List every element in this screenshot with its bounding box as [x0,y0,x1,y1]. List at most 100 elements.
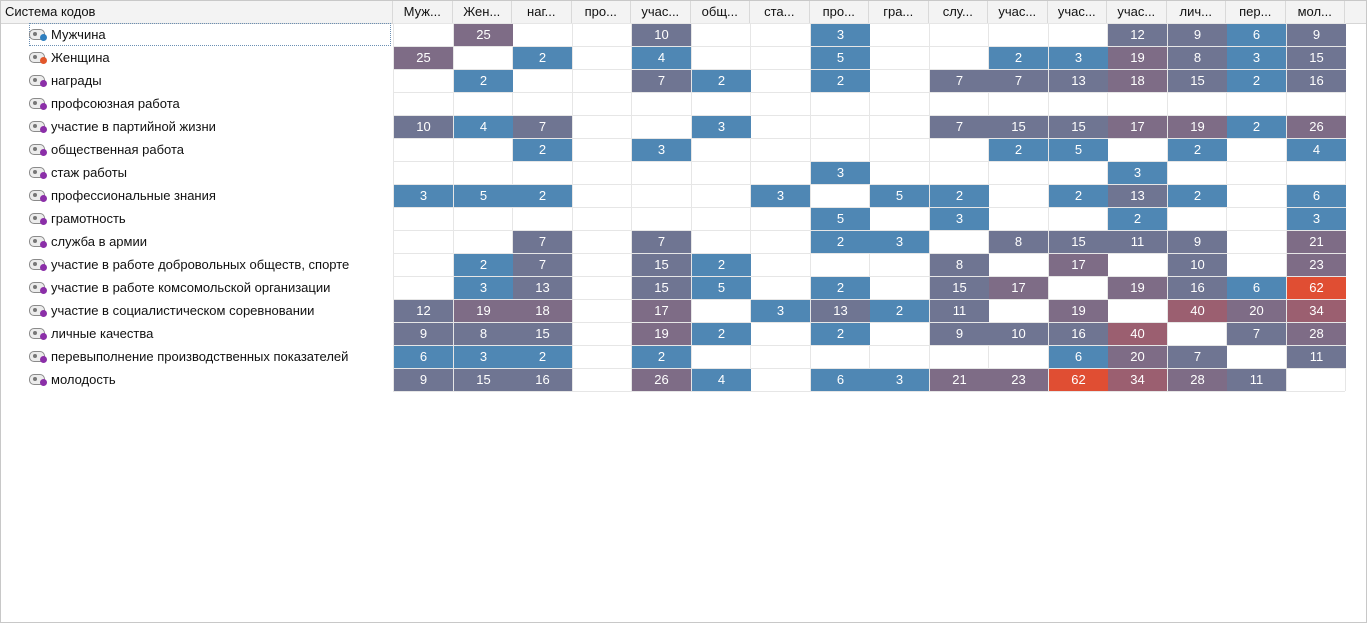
matrix-cell[interactable]: 7 [989,70,1048,92]
matrix-cell[interactable]: 16 [513,369,572,391]
code-row-label[interactable]: профессиональные знания [29,184,216,207]
matrix-cell[interactable]: 23 [989,369,1048,391]
matrix-cell[interactable]: 3 [1227,47,1286,69]
matrix-cell[interactable]: 15 [454,369,513,391]
matrix-cell[interactable]: 19 [1049,300,1108,322]
matrix-cell[interactable]: 19 [1108,277,1167,299]
code-row-label[interactable]: участие в социалистическом соревновании [29,299,314,322]
code-row-label[interactable]: участие в партийной жизни [29,115,216,138]
matrix-cell[interactable]: 8 [1168,47,1227,69]
matrix-cell[interactable]: 3 [811,24,870,46]
matrix-cell[interactable]: 2 [870,300,929,322]
matrix-cell[interactable]: 62 [1287,277,1346,299]
matrix-cell[interactable]: 17 [632,300,691,322]
matrix-cell[interactable]: 6 [1227,24,1286,46]
matrix-cell[interactable]: 9 [394,369,453,391]
matrix-cell[interactable]: 15 [632,277,691,299]
column-header[interactable]: учас... [1107,1,1167,23]
matrix-cell[interactable]: 2 [1168,139,1227,161]
column-header[interactable]: гра... [869,1,929,23]
matrix-cell[interactable]: 19 [1168,116,1227,138]
matrix-cell[interactable]: 7 [1227,323,1286,345]
matrix-cell[interactable]: 34 [1287,300,1346,322]
matrix-cell[interactable]: 3 [1108,162,1167,184]
matrix-cell[interactable]: 3 [692,116,751,138]
column-header[interactable]: общ... [691,1,750,23]
matrix-cell[interactable]: 3 [454,277,513,299]
column-header[interactable]: наг... [512,1,572,23]
matrix-cell[interactable]: 28 [1287,323,1346,345]
matrix-cell[interactable]: 9 [930,323,989,345]
column-header[interactable]: учас... [988,1,1048,23]
matrix-cell[interactable]: 2 [811,231,870,253]
matrix-cell[interactable]: 40 [1168,300,1227,322]
code-system-header[interactable]: Система кодов [1,1,393,23]
matrix-cell[interactable]: 2 [513,139,572,161]
column-header[interactable]: мол... [1286,1,1345,23]
column-header[interactable]: Муж... [393,1,453,23]
matrix-cell[interactable]: 17 [1049,254,1108,276]
matrix-cell[interactable]: 7 [930,116,989,138]
matrix-cell[interactable]: 10 [394,116,453,138]
column-header[interactable]: Жен... [453,1,512,23]
matrix-cell[interactable]: 9 [1168,24,1227,46]
matrix-cell[interactable]: 26 [632,369,691,391]
matrix-cell[interactable]: 3 [1287,208,1346,230]
matrix-cell[interactable]: 15 [930,277,989,299]
matrix-cell[interactable]: 15 [1168,70,1227,92]
matrix-cell[interactable]: 8 [930,254,989,276]
matrix-cell[interactable]: 5 [454,185,513,207]
matrix-cell[interactable]: 2 [989,47,1048,69]
matrix-cell[interactable]: 21 [1287,231,1346,253]
code-row-label[interactable]: профсоюзная работа [29,92,180,115]
matrix-cell[interactable]: 6 [1049,346,1108,368]
matrix-cell[interactable]: 21 [930,369,989,391]
matrix-cell[interactable]: 5 [692,277,751,299]
matrix-cell[interactable]: 10 [989,323,1048,345]
matrix-cell[interactable]: 62 [1049,369,1108,391]
matrix-cell[interactable]: 2 [692,70,751,92]
matrix-cell[interactable]: 8 [989,231,1048,253]
matrix-cell[interactable]: 4 [454,116,513,138]
matrix-cell[interactable]: 11 [1227,369,1286,391]
matrix-cell[interactable]: 7 [632,231,691,253]
matrix-cell[interactable]: 13 [1049,70,1108,92]
matrix-cell[interactable]: 3 [751,300,810,322]
matrix-cell[interactable]: 10 [1168,254,1227,276]
matrix-cell[interactable]: 2 [1168,185,1227,207]
matrix-cell[interactable]: 2 [513,47,572,69]
matrix-cell[interactable]: 2 [811,70,870,92]
matrix-cell[interactable]: 3 [632,139,691,161]
matrix-cell[interactable]: 2 [454,70,513,92]
matrix-cell[interactable]: 13 [1108,185,1167,207]
matrix-cell[interactable]: 7 [513,231,572,253]
matrix-cell[interactable]: 15 [989,116,1048,138]
matrix-cell[interactable]: 2 [632,346,691,368]
matrix-cell[interactable]: 7 [513,116,572,138]
matrix-cell[interactable]: 20 [1108,346,1167,368]
matrix-cell[interactable]: 2 [513,185,572,207]
matrix-cell[interactable]: 5 [870,185,929,207]
matrix-cell[interactable]: 19 [1108,47,1167,69]
code-row-label[interactable]: личные качества [29,322,153,345]
matrix-cell[interactable]: 7 [930,70,989,92]
matrix-cell[interactable]: 2 [1227,70,1286,92]
code-row-label[interactable]: стаж работы [29,161,127,184]
matrix-cell[interactable]: 3 [930,208,989,230]
matrix-cell[interactable]: 2 [692,254,751,276]
matrix-cell[interactable]: 23 [1287,254,1346,276]
matrix-cell[interactable]: 5 [1049,139,1108,161]
code-row-label[interactable]: молодость [29,368,116,391]
matrix-cell[interactable]: 13 [811,300,870,322]
matrix-cell[interactable]: 2 [1108,208,1167,230]
matrix-cell[interactable]: 28 [1168,369,1227,391]
matrix-cell[interactable]: 2 [513,346,572,368]
column-header[interactable]: ста... [750,1,810,23]
matrix-cell[interactable]: 2 [454,254,513,276]
code-row-label[interactable]: Женщина [29,46,110,69]
matrix-cell[interactable]: 11 [1108,231,1167,253]
column-header[interactable]: слу... [929,1,988,23]
matrix-cell[interactable]: 5 [811,208,870,230]
matrix-cell[interactable]: 3 [870,369,929,391]
matrix-cell[interactable]: 9 [1287,24,1346,46]
